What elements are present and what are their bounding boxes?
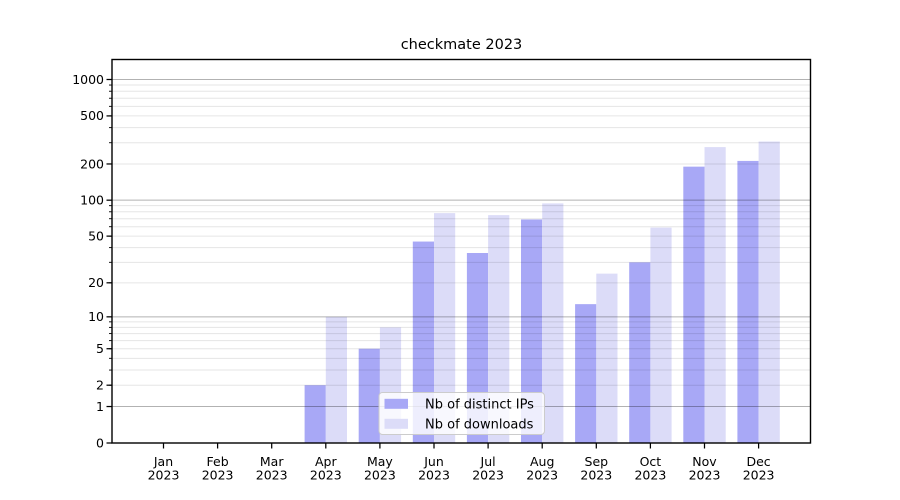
x-tick-label-month: Mar <box>260 454 284 469</box>
x-tick-label-month: May <box>367 454 393 469</box>
x-tick-label-month: Feb <box>207 454 229 469</box>
bar-nov-distinct-ips <box>683 166 705 443</box>
y-tick-label: 200 <box>80 156 104 171</box>
x-tick-label-month: Jan <box>153 454 173 469</box>
chart-title: checkmate 2023 <box>400 37 523 53</box>
x-tick-label-month: Jul <box>480 454 496 469</box>
y-tick-label: 1000 <box>72 72 104 87</box>
x-tick-label-year: 2023 <box>202 468 234 483</box>
x-tick-label-month: Jun <box>423 454 444 469</box>
x-tick-label-year: 2023 <box>580 468 612 483</box>
bar-apr-downloads <box>325 316 347 443</box>
y-tick-label: 500 <box>80 108 104 123</box>
x-tick-label-month: Aug <box>530 454 554 469</box>
y-tick-label: 0 <box>96 435 104 450</box>
x-tick-label-year: 2023 <box>310 468 342 483</box>
bar-jul-downloads <box>488 215 510 443</box>
bar-aug-distinct-ips <box>521 219 543 443</box>
y-tick-label: 50 <box>88 228 104 243</box>
x-tick-label-year: 2023 <box>689 468 721 483</box>
x-tick-label-year: 2023 <box>256 468 288 483</box>
bar-apr-distinct-ips <box>304 385 326 443</box>
legend-swatch-downloads <box>384 418 408 429</box>
x-tick-label-month: Apr <box>315 454 337 469</box>
legend-label-distinct-ips: Nb of distinct IPs <box>425 398 534 413</box>
y-tick-label: 20 <box>88 275 104 290</box>
y-tick-label: 5 <box>96 341 104 356</box>
x-tick-label-year: 2023 <box>418 468 450 483</box>
x-tick-label-month: Nov <box>692 454 717 469</box>
bar-sep-downloads <box>596 273 618 443</box>
y-tick-label: 2 <box>96 377 104 392</box>
y-tick-label: 1 <box>96 399 104 414</box>
x-tick-label-year: 2023 <box>526 468 558 483</box>
bar-dec-distinct-ips <box>737 160 759 443</box>
x-tick-label-month: Sep <box>585 454 609 469</box>
bar-aug-downloads <box>542 203 564 443</box>
x-tick-label-year: 2023 <box>472 468 504 483</box>
plot-frame <box>111 58 812 444</box>
x-tick-label-month: Oct <box>640 454 662 469</box>
legend-swatch-distinct-ips <box>384 398 408 409</box>
y-tick-label: 10 <box>88 309 104 324</box>
x-tick-label-year: 2023 <box>148 468 180 483</box>
bar-jun-downloads <box>434 213 456 443</box>
x-tick-label-year: 2023 <box>364 468 396 483</box>
bar-oct-distinct-ips <box>629 262 651 443</box>
x-tick-label-year: 2023 <box>743 468 775 483</box>
bar-nov-downloads <box>704 147 726 444</box>
legend-box <box>378 392 545 435</box>
legend-label-downloads: Nb of downloads <box>425 418 534 433</box>
y-tick-label: 100 <box>80 192 104 207</box>
x-tick-label-month: Dec <box>746 454 770 469</box>
bar-sep-distinct-ips <box>575 304 597 443</box>
bar-dec-downloads <box>758 141 780 443</box>
bar-oct-downloads <box>650 227 672 443</box>
bar-may-distinct-ips <box>358 348 380 443</box>
x-tick-label-year: 2023 <box>634 468 666 483</box>
